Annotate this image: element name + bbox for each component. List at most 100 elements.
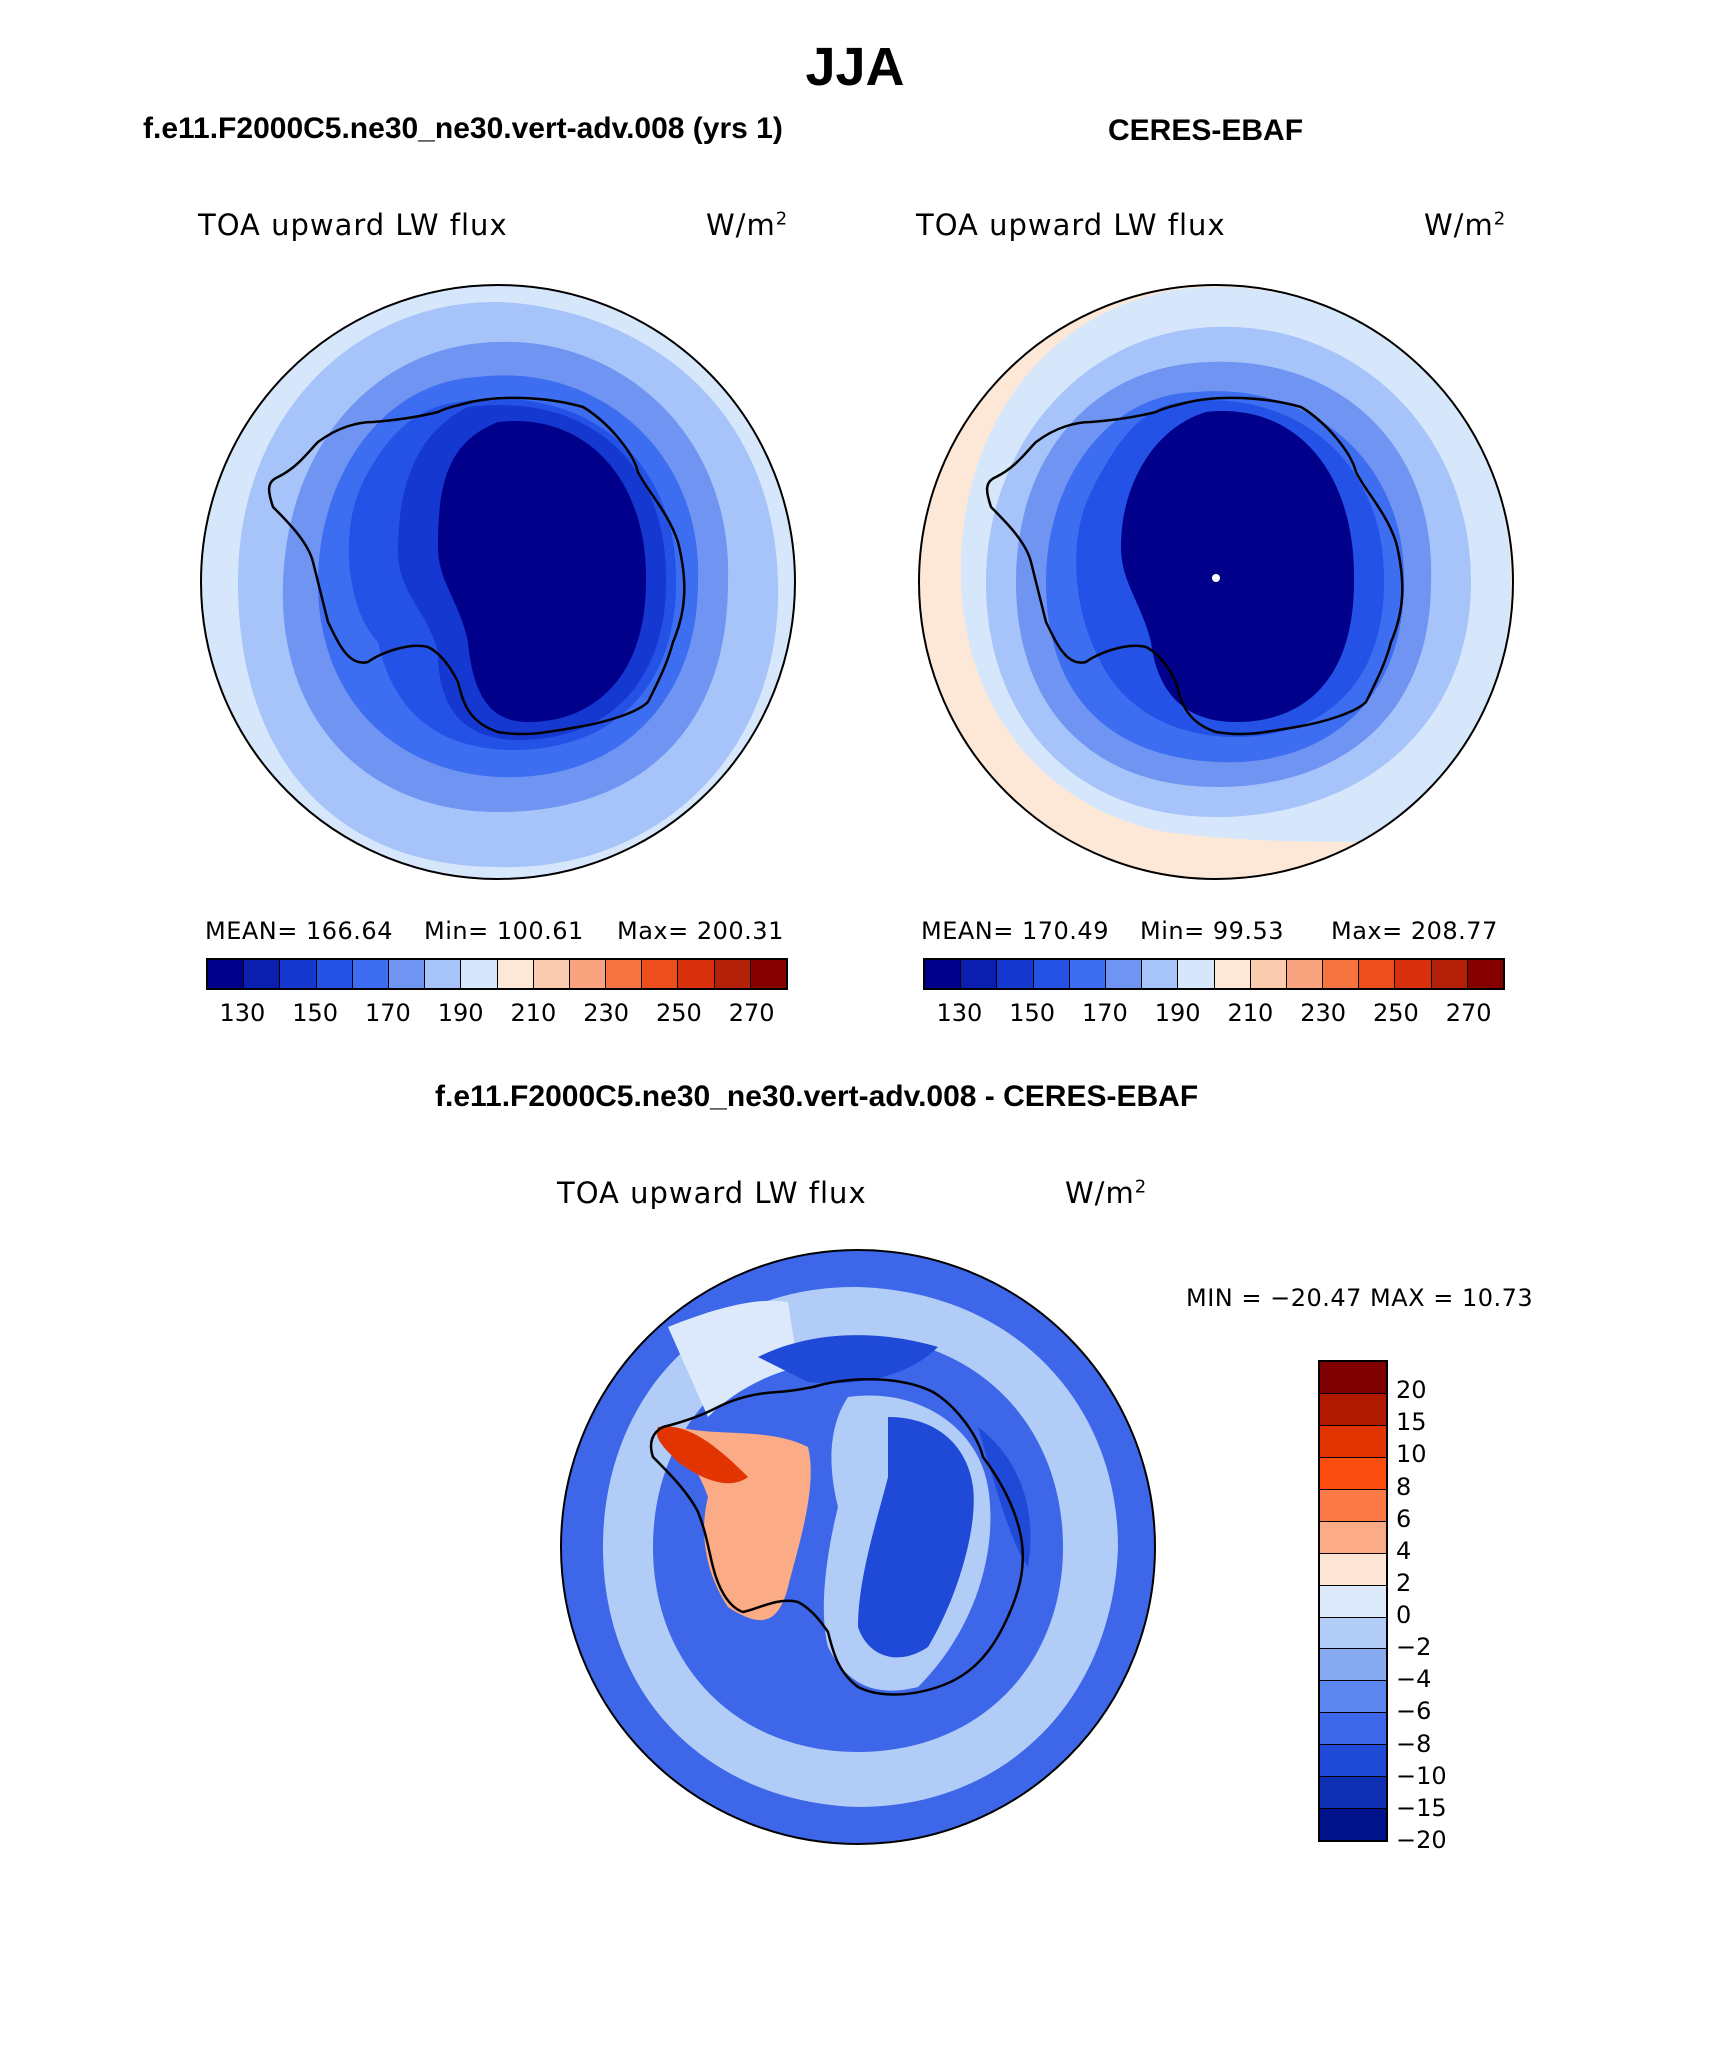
panel-1-units: W/m2 [706, 208, 788, 242]
colorbar-swatch [569, 960, 607, 988]
panel-1-units-base: W/m [706, 208, 776, 242]
colorbar-swatch [961, 960, 998, 988]
colorbar-tick-label: 250 [1372, 999, 1419, 1027]
diff-ring-pale [668, 1300, 798, 1417]
colorbar-swatch [678, 960, 715, 988]
panel-1-heading: f.e11.F2000C5.ne30_ne30.vert-adv.008 (yr… [143, 112, 783, 145]
panel-1-coastline [267, 396, 686, 736]
colorbar-tick-label: 130 [219, 999, 266, 1027]
colorbar-tick-label: 230 [583, 999, 630, 1027]
diff-colorbar-tick-label: 6 [1396, 1504, 1412, 1533]
panel-2-units-base: W/m [1424, 208, 1494, 242]
diff-coastline [649, 1377, 1025, 1696]
panel-2-min: Min= 99.53 [1140, 917, 1285, 945]
colorbar-swatch [1033, 960, 1070, 988]
colorbar-swatch [714, 960, 751, 988]
panel-1-interior [438, 421, 647, 722]
colorbar-swatch [925, 960, 962, 988]
colorbar-tick-label: 190 [1154, 999, 1201, 1027]
colorbar-swatch [1359, 960, 1396, 988]
colorbar-swatch [750, 960, 786, 988]
diff-colorbar-swatch [1320, 1777, 1386, 1810]
diff-colorbar-tick-label: −10 [1396, 1761, 1447, 1790]
diff-colorbar-tick-label: −4 [1396, 1665, 1432, 1694]
colorbar-swatch [1431, 960, 1468, 988]
diff-colorbar-swatch [1320, 1713, 1386, 1746]
panel-2-map [918, 284, 1514, 880]
diff-minmax: MIN = −20.47 MAX = 10.73 [1186, 1284, 1534, 1312]
colorbar-swatch [461, 960, 498, 988]
colorbar-swatch [533, 960, 570, 988]
diff-units-exp: 2 [1134, 1176, 1148, 1198]
panel-1-min: Min= 100.61 [424, 917, 584, 945]
diff-colorbar-swatch [1320, 1425, 1386, 1458]
colorbar-swatch [208, 960, 245, 988]
diff-colorbar-swatch [1320, 1649, 1386, 1682]
colorbar-swatch [1178, 960, 1215, 988]
diff-units: W/m2 [1065, 1176, 1147, 1210]
colorbar-tick-label: 150 [1009, 999, 1056, 1027]
panel-1-mean: MEAN= 166.64 [205, 917, 393, 945]
panel-2-colorbar [923, 958, 1505, 990]
diff-colorbar-swatch [1320, 1521, 1386, 1554]
colorbar-tick-label: 130 [936, 999, 983, 1027]
colorbar-swatch [1286, 960, 1324, 988]
colorbar-swatch [352, 960, 389, 988]
colorbar-swatch [244, 960, 281, 988]
colorbar-tick-label: 210 [1227, 999, 1274, 1027]
diff-colorbar-tick-label: 15 [1396, 1408, 1427, 1437]
page-title: JJA [805, 37, 905, 97]
panel-2-units: W/m2 [1424, 208, 1506, 242]
diff-colorbar-tick-label: −2 [1396, 1633, 1432, 1662]
colorbar-swatch [1395, 960, 1432, 988]
colorbar-tick-label: 170 [1081, 999, 1128, 1027]
diff-heading: f.e11.F2000C5.ne30_ne30.vert-adv.008 - C… [435, 1080, 1199, 1113]
diff-colorbar-swatch [1320, 1362, 1386, 1394]
colorbar-swatch [425, 960, 462, 988]
colorbar-tick-label: 170 [364, 999, 411, 1027]
colorbar-swatch [1467, 960, 1503, 988]
diff-colorbar-swatch [1320, 1809, 1386, 1841]
panel-2-coastline [985, 396, 1404, 736]
colorbar-swatch [997, 960, 1034, 988]
colorbar-tick-label: 250 [655, 999, 702, 1027]
panel-2-pole-marker [1212, 574, 1220, 582]
diff-colorbar-swatch [1320, 1681, 1386, 1714]
colorbar-tick-label: 270 [1445, 999, 1492, 1027]
diff-colorbar-tick-label: −8 [1396, 1729, 1432, 1758]
colorbar-tick-label: 230 [1300, 999, 1347, 1027]
diff-colorbar-swatch [1320, 1553, 1386, 1586]
colorbar-swatch [606, 960, 643, 988]
diff-colorbar-tick-label: 4 [1396, 1536, 1412, 1565]
diff-variable: TOA upward LW flux [557, 1176, 867, 1210]
colorbar-swatch [1142, 960, 1179, 988]
panel-2-max: Max= 208.77 [1331, 917, 1498, 945]
colorbar-swatch [1069, 960, 1106, 988]
colorbar-swatch [1250, 960, 1287, 988]
diff-interior-dark [858, 1417, 974, 1658]
colorbar-swatch [1105, 960, 1143, 988]
diff-colorbar [1318, 1360, 1388, 1842]
diff-colorbar-tick-label: −15 [1396, 1793, 1447, 1822]
diff-colorbar-swatch [1320, 1745, 1386, 1778]
diff-units-base: W/m [1065, 1176, 1135, 1210]
diff-colorbar-tick-label: 2 [1396, 1568, 1412, 1597]
diff-colorbar-tick-label: −20 [1396, 1826, 1447, 1854]
diff-colorbar-swatch [1320, 1489, 1386, 1522]
diff-peninsula-hot [656, 1426, 748, 1484]
diff-colorbar-tick-label: 10 [1396, 1440, 1427, 1469]
colorbar-swatch [280, 960, 317, 988]
panel-1-units-exp: 2 [775, 208, 789, 230]
diff-colorbar-swatch [1320, 1617, 1386, 1650]
diff-colorbar-swatch [1320, 1393, 1386, 1426]
colorbar-tick-label: 210 [510, 999, 557, 1027]
colorbar-swatch [1323, 960, 1360, 988]
diff-colorbar-tick-label: −6 [1396, 1697, 1432, 1726]
panel-1-variable: TOA upward LW flux [198, 208, 508, 242]
colorbar-swatch [642, 960, 679, 988]
diff-colorbar-tick-label: 8 [1396, 1472, 1412, 1501]
diff-colorbar-tick-label: 20 [1396, 1376, 1427, 1405]
panel-1-colorbar [206, 958, 788, 990]
diff-ocean-dark [758, 1335, 1031, 1567]
colorbar-swatch [388, 960, 426, 988]
